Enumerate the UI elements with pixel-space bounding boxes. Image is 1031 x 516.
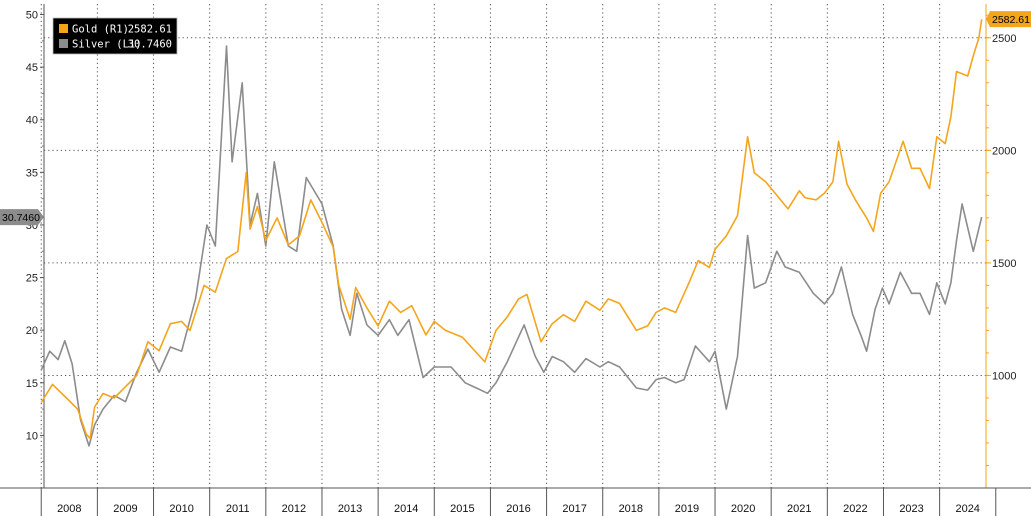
gold-series-line	[40, 19, 983, 440]
x-tick-label: 2008	[57, 503, 81, 515]
x-tick-label: 2017	[562, 503, 586, 515]
x-tick-label: 2019	[675, 503, 699, 515]
gold-tag-background	[986, 11, 1031, 28]
right-tick-label: 2000	[992, 145, 1016, 157]
x-tick-label: 2013	[338, 503, 362, 515]
left-tick-label: 35	[26, 167, 38, 179]
series-lines	[40, 19, 983, 447]
silver-tag-background	[0, 209, 44, 226]
left-tick-label: 25	[26, 273, 38, 285]
grid-lines	[40, 4, 986, 488]
plot-area	[44, 4, 986, 488]
x-tick-label: 2011	[226, 503, 250, 515]
gold-tag-value: 2582.61	[992, 14, 1030, 26]
right-tick-label: 1000	[992, 370, 1016, 382]
legend-swatch-gold	[59, 24, 68, 33]
right-tick-label: 1500	[992, 258, 1016, 270]
x-tick-label: 2018	[619, 503, 643, 515]
legend-box	[52, 17, 178, 55]
left-tick-label: 50	[26, 10, 38, 22]
x-tick-label: 2023	[899, 503, 923, 515]
right-axis-ticks: 1000 1500 2000 2500	[986, 14, 1016, 466]
x-tick-label: 2022	[843, 503, 867, 515]
silver-series-line	[40, 45, 983, 447]
legend-swatch-silver	[59, 39, 68, 48]
x-tick-label: 2014	[394, 503, 418, 515]
axes	[0, 4, 1031, 489]
x-tick-label: 2009	[113, 503, 137, 515]
x-tick-label: 2020	[731, 503, 755, 515]
legend: Gold (R1) 2582.61 Silver (L1) 30.7460	[52, 17, 178, 55]
left-tick-label: 15	[26, 378, 38, 390]
right-tick-label: 2500	[992, 33, 1016, 45]
legend-value-gold: 2582.61	[128, 24, 172, 36]
x-axis-year-ticks: 2008 2009 2010 2011 2012 2013 2014 2015 2016 2017…	[40, 488, 997, 516]
legend-label-silver: Silver (L1)	[72, 39, 142, 51]
left-tick-label: 40	[26, 115, 38, 127]
x-tick-label: 2024	[955, 503, 979, 515]
x-tick-label: 2010	[169, 503, 193, 515]
left-tick-label: 45	[26, 62, 38, 74]
x-tick-label: 2012	[282, 503, 306, 515]
left-tick-label: 10	[26, 430, 38, 442]
silver-tag-value: 30.7460	[2, 212, 40, 224]
silver-last-value-tag: 30.7460	[0, 209, 44, 226]
x-tick-label: 2021	[787, 503, 811, 515]
x-tick-label: 2016	[506, 503, 530, 515]
gold-last-value-tag: 2582.61	[986, 11, 1031, 28]
legend-label-gold: Gold (R1)	[72, 24, 129, 36]
x-tick-label: 2015	[450, 503, 474, 515]
legend-value-silver: 30.7460	[128, 39, 172, 51]
left-tick-label: 20	[26, 325, 38, 337]
